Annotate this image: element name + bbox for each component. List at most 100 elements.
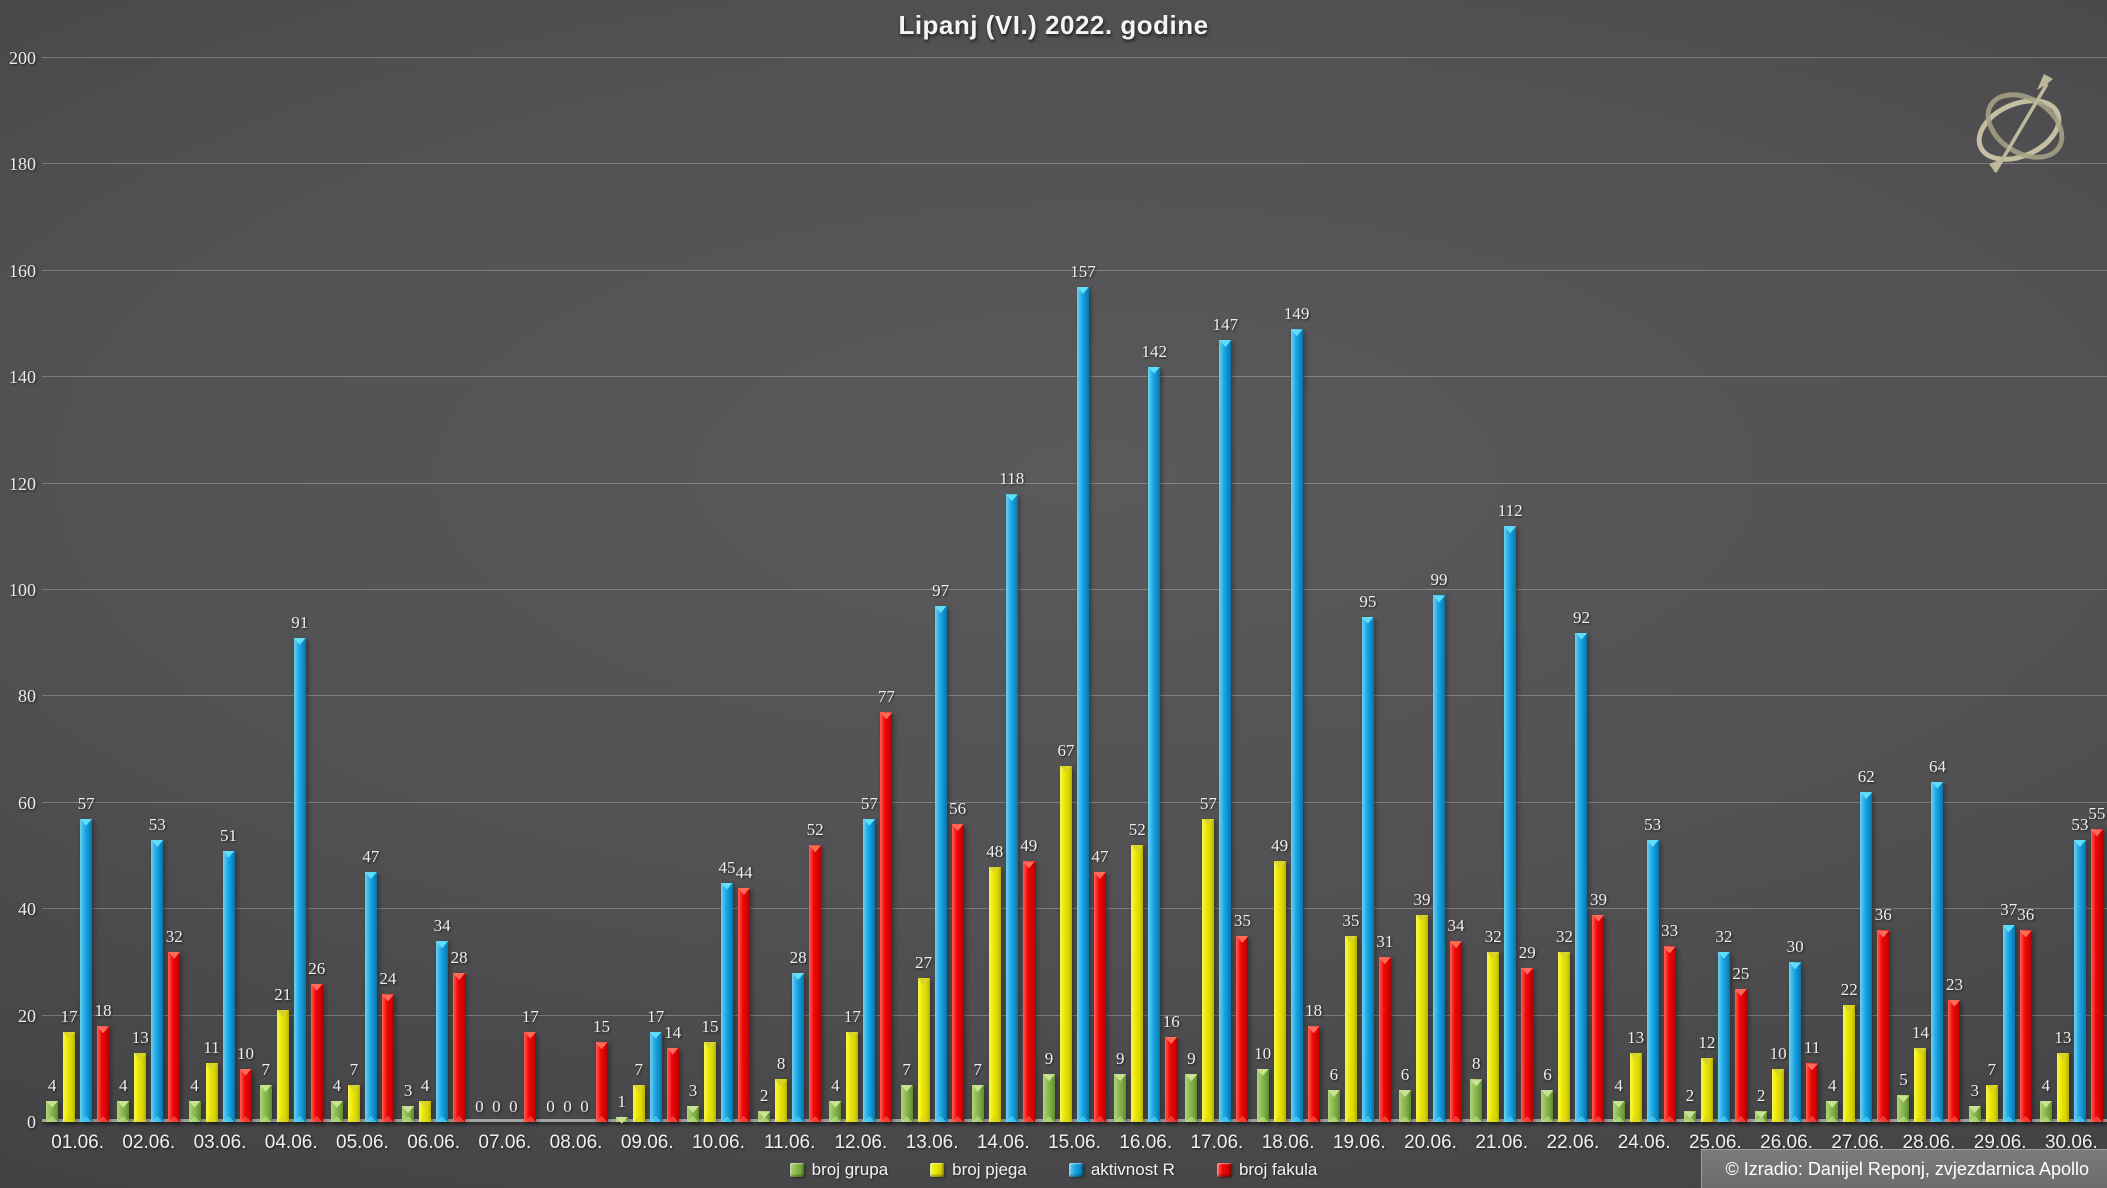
bar-broj-pjega xyxy=(276,1010,289,1122)
bar-value-label: 10 xyxy=(237,1043,255,1063)
bar-broj-pjega xyxy=(347,1084,360,1122)
bar-value-label: 52 xyxy=(806,820,824,840)
bar-broj-pjega xyxy=(988,866,1001,1122)
bar-aktivnost-R xyxy=(293,637,306,1122)
bar-value-label: 53 xyxy=(148,815,166,835)
bar-value-label: 7 xyxy=(902,1059,911,1079)
bar-value-label: 49 xyxy=(1271,836,1289,856)
bar-value-label: 18 xyxy=(94,1001,112,1021)
bar-value-label: 99 xyxy=(1430,570,1448,590)
copyright-bar: © Izradio: Danijel Reponj, zvjezdarnica … xyxy=(1700,1149,2107,1188)
bar-value-label: 26 xyxy=(308,958,326,978)
bar-broj-grupa xyxy=(1327,1090,1340,1122)
bar-broj-grupa xyxy=(1683,1111,1696,1122)
y-tick-label: 60 xyxy=(18,792,36,813)
bar-value-label: 52 xyxy=(1128,820,1146,840)
bar-value-label: 32 xyxy=(165,926,183,946)
bar-aktivnost-R xyxy=(1717,951,1730,1122)
bar-value-label: 36 xyxy=(2017,905,2035,925)
bar-value-label: 57 xyxy=(77,793,95,813)
bar-value-label: 33 xyxy=(1661,921,1679,941)
bar-broj-fakula xyxy=(2090,829,2103,1122)
legend-item-broj-fakula: broj fakula xyxy=(1216,1160,1318,1180)
bar-value-label: 34 xyxy=(433,916,451,936)
gridline xyxy=(42,695,2107,697)
bar-aktivnost-R xyxy=(1575,632,1588,1122)
bar-value-label: 27 xyxy=(915,953,933,973)
x-tick-label: 19.06. xyxy=(1332,1132,1386,1153)
x-tick-label: 20.06. xyxy=(1404,1132,1457,1153)
x-tick-label: 02.06. xyxy=(122,1132,176,1153)
x-tick-label: 15.06. xyxy=(1048,1132,1101,1153)
bar-broj-grupa xyxy=(971,1084,984,1122)
bar-broj-grupa xyxy=(117,1100,130,1122)
bar-value-label: 12 xyxy=(1698,1033,1716,1053)
x-tick-label: 29.06. xyxy=(1973,1132,2027,1153)
bar-value-label: 4 xyxy=(420,1075,430,1095)
bar-value-label: 35 xyxy=(1342,910,1360,930)
bar-aktivnost-R xyxy=(1077,286,1089,1122)
bar-value-label: 57 xyxy=(860,793,878,813)
bar-value-label: 47 xyxy=(1091,846,1109,866)
bar-value-label: 11 xyxy=(203,1038,220,1058)
bar-value-label: 67 xyxy=(1057,740,1075,760)
bar-aktivnost-R xyxy=(1361,616,1374,1122)
bar-value-label: 13 xyxy=(131,1027,149,1047)
bar-broj-pjega xyxy=(1772,1068,1785,1122)
bar-value-label: 17 xyxy=(521,1006,539,1026)
x-tick-label: 16.06. xyxy=(1119,1132,1173,1153)
legend-label: broj fakula xyxy=(1238,1160,1318,1179)
bar-value-label: 4 xyxy=(1828,1075,1837,1095)
bar-value-label: 7 xyxy=(634,1059,644,1079)
legend-label: broj grupa xyxy=(811,1160,889,1179)
y-tick-label: 80 xyxy=(18,686,36,707)
bar-value-label: 57 xyxy=(1199,793,1217,813)
bar-value-label: 15 xyxy=(593,1017,611,1037)
bar-value-label: 3 xyxy=(403,1081,413,1101)
bar-broj-pjega xyxy=(775,1079,788,1122)
bar-broj-fakula xyxy=(97,1026,110,1122)
x-tick-label: 14.06. xyxy=(976,1132,1030,1153)
bar-value-label: 6 xyxy=(1543,1065,1552,1085)
gridline xyxy=(42,801,2107,803)
bar-broj-pjega xyxy=(1416,914,1429,1122)
bar-value-label: 112 xyxy=(1497,501,1523,521)
bar-value-label: 7 xyxy=(261,1059,270,1079)
bar-aktivnost-R xyxy=(1148,366,1161,1122)
bar-value-label: 28 xyxy=(450,948,468,968)
bar-aktivnost-R xyxy=(364,871,377,1122)
bar-broj-pjega xyxy=(134,1052,147,1122)
bar-broj-grupa xyxy=(1399,1090,1412,1122)
bar-value-label: 37 xyxy=(2000,900,2018,920)
y-tick-label: 0 xyxy=(27,1112,36,1132)
bar-value-label: 91 xyxy=(291,612,309,632)
x-tick-label: 27.06. xyxy=(1831,1132,1885,1153)
bar-value-label: 149 xyxy=(1283,304,1310,324)
bar-broj-grupa xyxy=(1755,1111,1768,1122)
bar-value-label: 7 xyxy=(349,1059,359,1079)
bar-broj-fakula xyxy=(381,994,394,1122)
bar-aktivnost-R xyxy=(1504,526,1517,1122)
bar-aktivnost-R xyxy=(222,850,235,1122)
bar-aktivnost-R xyxy=(1646,840,1659,1122)
bar-value-label: 18 xyxy=(1305,1001,1323,1021)
bar-value-label: 55 xyxy=(2088,804,2106,824)
bar-value-label: 16 xyxy=(1162,1011,1180,1031)
legend-item-broj-grupa: broj grupa xyxy=(789,1160,889,1180)
bar-value-label: 4 xyxy=(2041,1075,2051,1095)
bar-broj-fakula xyxy=(168,951,181,1122)
bar-broj-fakula xyxy=(1877,930,1890,1122)
x-axis-line xyxy=(42,1119,2107,1122)
y-tick-label: 20 xyxy=(18,1005,36,1026)
bar-value-label: 4 xyxy=(332,1075,342,1095)
x-tick-label: 11.06. xyxy=(763,1132,816,1153)
legend: broj grupa broj pjega aktivnost R broj faku… xyxy=(789,1160,1318,1180)
y-tick-label: 120 xyxy=(9,473,36,494)
bar-value-label: 8 xyxy=(1471,1054,1481,1074)
bar-aktivnost-R xyxy=(1860,792,1873,1122)
legend-swatch-icon xyxy=(1068,1163,1083,1177)
bar-broj-pjega xyxy=(1558,951,1571,1122)
bar-value-label: 17 xyxy=(647,1006,665,1026)
bar-value-label: 0 xyxy=(546,1097,555,1116)
bar-broj-fakula xyxy=(1663,946,1676,1122)
